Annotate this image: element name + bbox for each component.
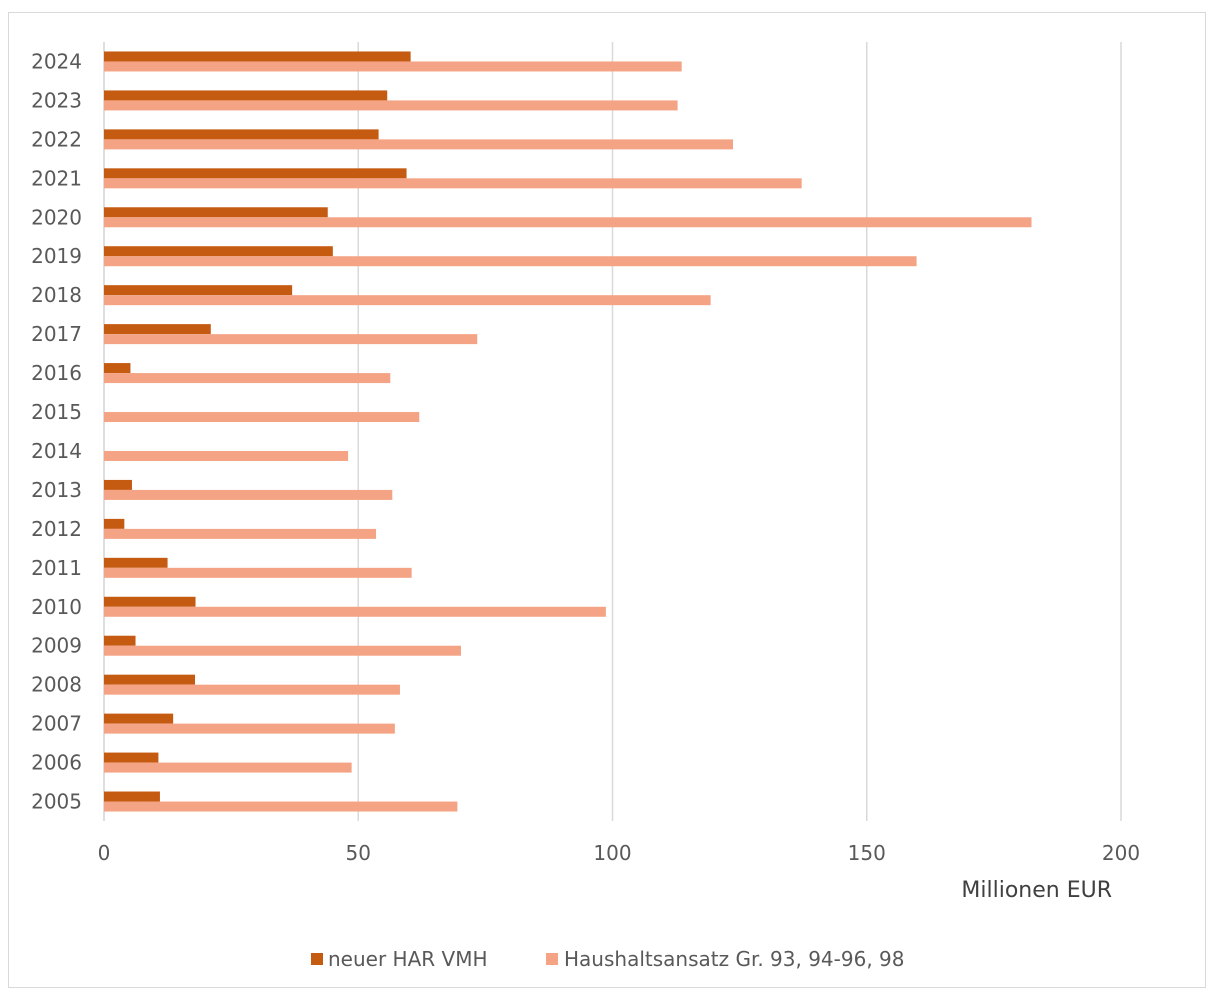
bar-haushaltsansatz-2020 [104, 217, 1032, 228]
bar-neuer-har-vmh-2023 [104, 90, 388, 101]
bar-neuer-har-vmh-2018 [104, 285, 293, 296]
y-tick-label: 2019 [31, 244, 82, 268]
bar-neuer-har-vmh-2013 [104, 479, 132, 490]
bar-haushaltsansatz-2019 [104, 256, 917, 267]
bar-haushaltsansatz-2008 [104, 684, 400, 695]
y-tick-label: 2005 [31, 790, 82, 814]
bar-neuer-har-vmh-2008 [104, 674, 196, 685]
y-tick-label: 2009 [31, 634, 82, 658]
bar-haushaltsansatz-2006 [104, 762, 352, 773]
bar-haushaltsansatz-2009 [104, 645, 461, 656]
legend-label-haushaltsansatz: Haushaltsansatz Gr. 93, 94-96, 98 [564, 947, 905, 971]
bar-neuer-har-vmh-2016 [104, 363, 131, 374]
bars [104, 51, 1032, 812]
bar-haushaltsansatz-2018 [104, 295, 711, 306]
y-tick-label: 2023 [31, 88, 82, 112]
y-tick-label: 2016 [31, 361, 82, 385]
bar-neuer-har-vmh-2005 [104, 791, 160, 802]
y-tick-label: 2024 [31, 49, 82, 73]
legend-swatch-neuer-har-vmh [311, 953, 323, 965]
y-tick-label: 2017 [31, 322, 82, 346]
bar-neuer-har-vmh-2010 [104, 596, 196, 607]
x-tick-label: 150 [848, 841, 886, 865]
bar-haushaltsansatz-2007 [104, 723, 395, 734]
y-tick-label: 2013 [31, 478, 82, 502]
bar-neuer-har-vmh-2024 [104, 51, 411, 62]
x-tick-label: 100 [593, 841, 631, 865]
bar-haushaltsansatz-2011 [104, 567, 412, 578]
legend: neuer HAR VMH Haushaltsansatz Gr. 93, 94… [311, 947, 905, 971]
x-tick-label: 200 [1102, 841, 1140, 865]
y-tick-label: 2015 [31, 400, 82, 424]
bar-haushaltsansatz-2022 [104, 139, 734, 150]
x-axis-label: Millionen EUR [961, 878, 1112, 903]
legend-label-neuer-har-vmh: neuer HAR VMH [328, 947, 488, 971]
y-tick-labels: 2005 2006 2007 2008 2009 2010 2011 2012 2013 2014… [31, 49, 82, 813]
y-tick-label: 2006 [31, 751, 82, 775]
bar-neuer-har-vmh-2021 [104, 168, 407, 179]
y-tick-label: 2020 [31, 205, 82, 229]
bar-haushaltsansatz-2015 [104, 412, 420, 423]
bar-haushaltsansatz-2016 [104, 373, 391, 384]
bar-haushaltsansatz-2013 [104, 489, 393, 500]
bar-neuer-har-vmh-2009 [104, 635, 136, 646]
bar-haushaltsansatz-2017 [104, 334, 478, 345]
bar-haushaltsansatz-2014 [104, 450, 349, 461]
grid-lines [103, 42, 1122, 821]
bar-neuer-har-vmh-2006 [104, 752, 159, 763]
y-tick-label: 2012 [31, 517, 82, 541]
bar-haushaltsansatz-2024 [104, 61, 682, 72]
bar-neuer-har-vmh-2019 [104, 246, 333, 257]
y-tick-label: 2008 [31, 673, 82, 697]
bar-neuer-har-vmh-2017 [104, 324, 211, 335]
bar-haushaltsansatz-2012 [104, 528, 377, 539]
bar-haushaltsansatz-2005 [104, 801, 458, 812]
y-tick-label: 2014 [31, 439, 82, 463]
y-tick-label: 2011 [31, 556, 82, 580]
x-tick-label: 0 [98, 841, 111, 865]
bar-haushaltsansatz-2021 [104, 178, 802, 189]
y-tick-label: 2021 [31, 166, 82, 190]
y-tick-label: 2018 [31, 283, 82, 307]
bar-neuer-har-vmh-2022 [104, 129, 379, 140]
x-tick-label: 50 [346, 841, 371, 865]
bar-neuer-har-vmh-2020 [104, 207, 328, 218]
bar-haushaltsansatz-2010 [104, 606, 606, 617]
bar-neuer-har-vmh-2007 [104, 713, 174, 724]
legend-swatch-haushaltsansatz [546, 953, 558, 965]
y-tick-label: 2022 [31, 127, 82, 151]
bar-neuer-har-vmh-2012 [104, 518, 125, 529]
y-tick-label: 2007 [31, 712, 82, 736]
bar-haushaltsansatz-2023 [104, 100, 678, 111]
y-tick-label: 2010 [31, 595, 82, 619]
bar-neuer-har-vmh-2011 [104, 557, 168, 568]
x-tick-labels: 0 50 100 150 200 [98, 841, 1140, 865]
